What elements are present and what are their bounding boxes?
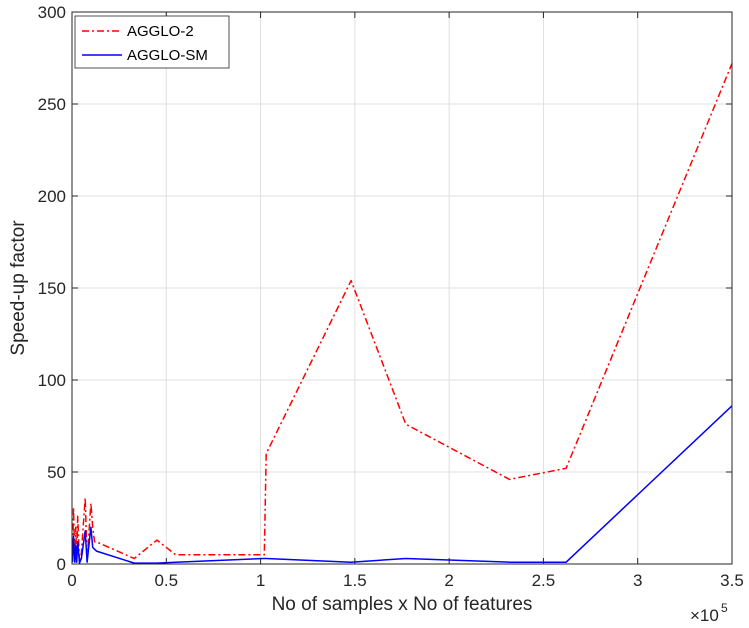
y-tick-label: 0: [57, 555, 66, 574]
x-tick-label: 2: [444, 571, 453, 590]
legend-box: [74, 15, 230, 69]
x-tick-label: 3: [633, 571, 642, 590]
x-tick-label: 0: [67, 571, 76, 590]
y-tick-label: 50: [47, 463, 66, 482]
legend-label-agglo-2: AGGLO-2: [127, 23, 194, 40]
x-tick-label: 1.5: [343, 571, 367, 590]
x-tick-label: 3.5: [720, 571, 744, 590]
y-axis-label: Speed-up factor: [8, 220, 29, 356]
x-tick-label: 0.5: [154, 571, 178, 590]
x-axis-label: No of samples x No of features: [272, 594, 533, 615]
y-tick-label: 200: [38, 187, 66, 206]
x-multiplier: ×10 5: [690, 601, 728, 625]
x-tick-label: 1: [256, 571, 265, 590]
y-tick-label: 150: [38, 279, 66, 298]
x-multiplier-base: ×10: [690, 606, 719, 625]
series-line-agglo-sm: [71, 405, 733, 564]
ticks: 0 0.5 1 1.5 2 2.5 3 3.5 0 50 100 150 200 250 300: [38, 3, 744, 590]
legend: AGGLO-2 AGGLO-SM: [74, 15, 230, 69]
y-tick-label: 300: [38, 3, 66, 22]
x-multiplier-exponent: 5: [721, 601, 728, 615]
legend-label-agglo-sm: AGGLO-SM: [127, 47, 208, 64]
y-tick-label: 250: [38, 95, 66, 114]
y-tick-label: 100: [38, 371, 66, 390]
x-tick-label: 2.5: [532, 571, 556, 590]
series-layer: [71, 63, 733, 564]
